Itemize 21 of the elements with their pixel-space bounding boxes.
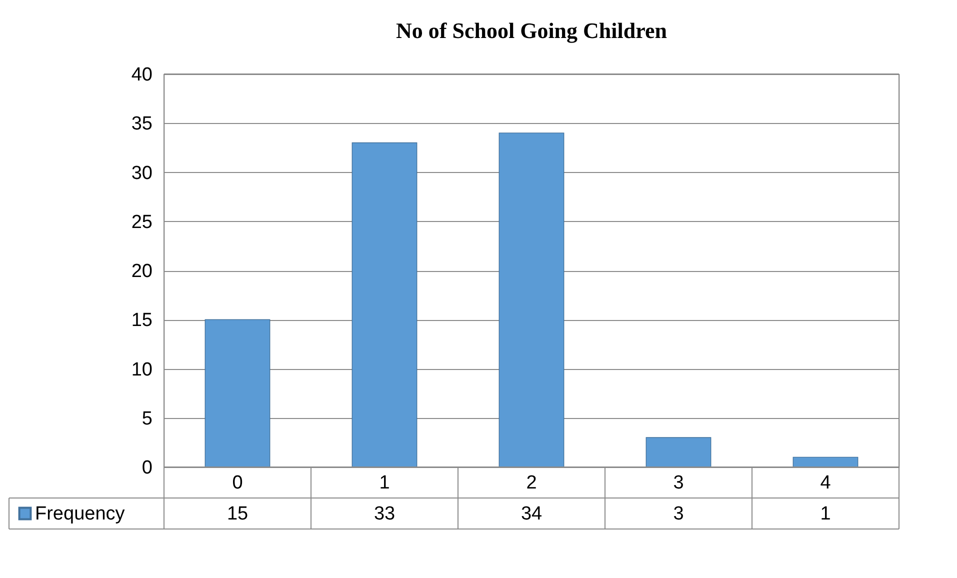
- data-label: 3: [673, 504, 684, 524]
- y-tick-label: 30: [131, 162, 152, 184]
- x-tick-label: 4: [820, 472, 832, 494]
- y-tick-label: 5: [142, 408, 152, 430]
- data-label: 1: [820, 504, 831, 524]
- y-tick-label: 15: [131, 310, 152, 332]
- y-tick-label: 35: [131, 114, 152, 135]
- x-tick-label: 3: [673, 472, 684, 494]
- data-label: 15: [226, 504, 248, 524]
- chart-title: No of School Going Children: [396, 18, 667, 43]
- x-tick-label: 1: [379, 472, 390, 494]
- y-tick-label: 0: [142, 458, 152, 478]
- data-label: 33: [374, 504, 396, 524]
- y-tick-label: 20: [131, 261, 152, 282]
- y-tick-label: 25: [131, 212, 152, 233]
- x-tick-label: 0: [232, 472, 243, 494]
- y-tick-label: 10: [131, 359, 152, 380]
- y-tick-label: 40: [131, 64, 152, 86]
- x-tick-label: 2: [526, 472, 537, 494]
- data-label: 34: [520, 504, 542, 524]
- legend-label: Frequency: [35, 504, 126, 524]
